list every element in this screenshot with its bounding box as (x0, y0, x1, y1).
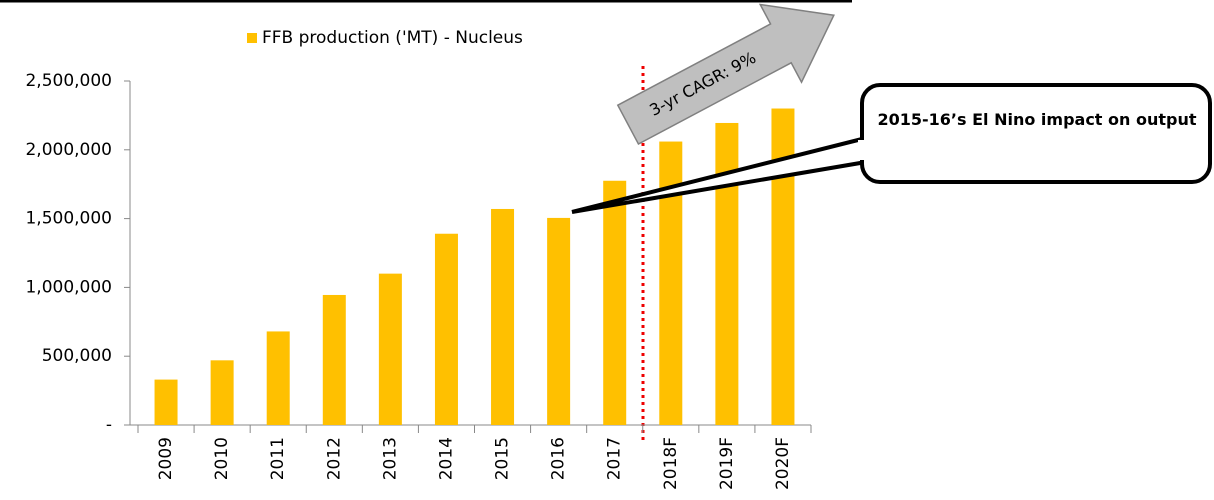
callout-join (858, 140, 868, 160)
bar (322, 294, 346, 425)
x-tick-label: 2020F (773, 437, 793, 490)
y-tick-label: 2,500,000 (25, 71, 112, 91)
x-tick-label: 2019F (717, 437, 737, 490)
x-tick-label: 2010 (212, 437, 232, 480)
x-tick-label: 2015 (493, 437, 513, 480)
y-tick-label: 1,500,000 (25, 209, 112, 229)
callout-box (860, 83, 1212, 184)
callout-text-box: 2015-16’s El Nino impact on output (877, 110, 1197, 129)
bar (154, 379, 178, 425)
x-tick-label: 2016 (549, 437, 569, 480)
bar (434, 233, 458, 425)
plot: - 500,000 1,000,000 1,500,000 2,000,000 2,500… (25, 28, 812, 490)
bar (491, 208, 515, 425)
legend-swatch (247, 33, 257, 43)
x-tick-label: 2018F (661, 437, 681, 490)
bar (266, 331, 290, 425)
y-tick-label: 2,000,000 (25, 140, 112, 160)
legend-label: FFB production ('MT) - Nucleus (262, 28, 523, 48)
bar (547, 217, 571, 425)
bar (603, 180, 627, 425)
bar (659, 141, 683, 425)
callout-text: 2015-16’s El Nino impact on output (877, 110, 1197, 129)
x-tick-label: 2012 (324, 437, 344, 480)
bar (210, 360, 234, 425)
bar (715, 122, 739, 425)
y-tick-label: 1,000,000 (25, 277, 112, 297)
arrow-shape (616, 3, 835, 146)
bar (771, 108, 795, 426)
x-tick-label: 2014 (436, 437, 456, 480)
y-tick-label: 500,000 (42, 346, 112, 366)
x-tick-label: 2011 (268, 437, 288, 480)
x-tick-label: 2009 (156, 437, 176, 480)
x-tick-label: 2017 (605, 437, 625, 480)
bar (378, 273, 402, 425)
y-tick-label: - (106, 415, 112, 435)
x-tick-label: 2013 (380, 437, 400, 480)
